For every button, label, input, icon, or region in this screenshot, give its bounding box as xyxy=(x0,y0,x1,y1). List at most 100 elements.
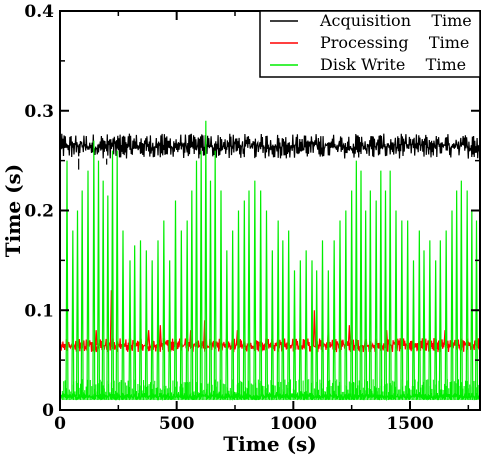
spike-point xyxy=(158,325,162,346)
spike-point xyxy=(144,250,148,397)
spike-point xyxy=(75,210,80,397)
spike-point xyxy=(379,170,383,397)
spike-point xyxy=(92,140,96,397)
legend: Acquisition Time Processing Time Disk Writ… xyxy=(259,10,481,78)
spike-point xyxy=(354,160,358,397)
x-tick-label: 500 xyxy=(159,414,195,434)
spike-point xyxy=(231,230,235,397)
spike-point xyxy=(368,190,372,397)
x-tick-label: 1500 xyxy=(386,414,433,434)
x-tick-label: 1000 xyxy=(270,414,317,434)
spike-point xyxy=(332,240,336,397)
spike-point xyxy=(94,330,98,346)
spike-point xyxy=(71,230,75,397)
y-tick-label: 0.1 xyxy=(24,301,54,321)
spike-point xyxy=(455,190,459,397)
spike-point xyxy=(434,260,438,397)
y-axis-title: Time (s) xyxy=(1,164,25,258)
spike-point xyxy=(411,260,416,397)
y-tick-label: 0.4 xyxy=(24,2,54,22)
legend-label: Acquisition Time xyxy=(319,11,472,30)
spike-point xyxy=(383,190,388,397)
legend-label: Disk Write Time xyxy=(320,55,466,74)
spike-point xyxy=(156,240,160,397)
spike-point xyxy=(162,220,166,397)
spike-point xyxy=(287,230,291,397)
spike-point xyxy=(128,260,132,397)
spike-point xyxy=(236,210,241,397)
spike-point xyxy=(225,250,229,397)
spike-point xyxy=(276,220,280,397)
spike-point xyxy=(338,220,342,397)
spike-point xyxy=(374,200,378,397)
x-tick-label: 0 xyxy=(54,414,66,434)
spike-point xyxy=(270,250,274,397)
spike-point xyxy=(394,210,398,397)
spike-point xyxy=(465,190,469,397)
y-tick-label: 0.2 xyxy=(24,202,54,222)
spike-point xyxy=(428,240,432,397)
spike-point xyxy=(106,195,110,397)
axes: 0 500 1000 1500 0 0.1 0.2 0.3 0.4 xyxy=(24,2,480,434)
spike-point xyxy=(326,270,330,397)
spike-point xyxy=(168,260,172,397)
spike-point xyxy=(121,230,125,397)
series-0 xyxy=(59,133,481,170)
spike-point xyxy=(304,250,308,397)
spike-point xyxy=(242,200,246,397)
spike-point xyxy=(80,190,84,397)
spike-point xyxy=(400,220,404,397)
y-tick-label: 0 xyxy=(42,401,54,421)
spike-point xyxy=(422,250,426,397)
spike-point xyxy=(344,210,348,397)
spike-point xyxy=(133,245,137,397)
spike-point xyxy=(459,180,463,397)
spike-point xyxy=(350,190,354,397)
x-axis-title: Time (s) xyxy=(223,432,317,456)
spike-point xyxy=(204,120,208,397)
spike-point xyxy=(292,270,297,397)
spike-point xyxy=(208,180,213,397)
spike-point xyxy=(310,260,314,397)
spike-point xyxy=(438,240,442,397)
spike-point xyxy=(444,230,448,397)
series-band-1 xyxy=(59,338,481,353)
spike-point xyxy=(219,190,223,397)
series-band-0 xyxy=(59,133,481,159)
spike-point xyxy=(364,210,368,397)
spike-point xyxy=(298,260,302,397)
spike-point xyxy=(281,240,285,397)
spike-point xyxy=(259,190,263,397)
spike-point xyxy=(320,240,325,397)
spike-point xyxy=(179,230,183,397)
spike-point xyxy=(101,180,105,397)
series-2 xyxy=(59,120,481,402)
spike-point xyxy=(247,190,251,397)
spike-point xyxy=(253,180,257,397)
spike-point xyxy=(417,230,421,397)
spike-point xyxy=(173,200,178,397)
spike-point xyxy=(406,220,410,397)
spike-point xyxy=(190,190,194,397)
plot-area xyxy=(59,120,481,402)
legend-box xyxy=(259,10,481,78)
spike-point xyxy=(65,160,69,397)
spike-point xyxy=(138,240,143,397)
spike-point xyxy=(185,220,189,397)
spike-point xyxy=(115,150,119,397)
spike-point xyxy=(96,160,101,397)
spike-point xyxy=(199,150,203,397)
spike-point xyxy=(450,210,454,397)
spike-point xyxy=(110,150,115,397)
spike-point xyxy=(264,210,269,397)
spike-point xyxy=(194,160,199,397)
spike-point xyxy=(150,260,154,397)
spike-point xyxy=(312,310,316,346)
y-tick-label: 0.3 xyxy=(24,102,54,122)
spike-point xyxy=(86,170,90,397)
spike-point xyxy=(147,330,151,346)
spike-point xyxy=(347,325,351,346)
spike-point xyxy=(315,270,319,397)
spike-point xyxy=(470,210,474,397)
